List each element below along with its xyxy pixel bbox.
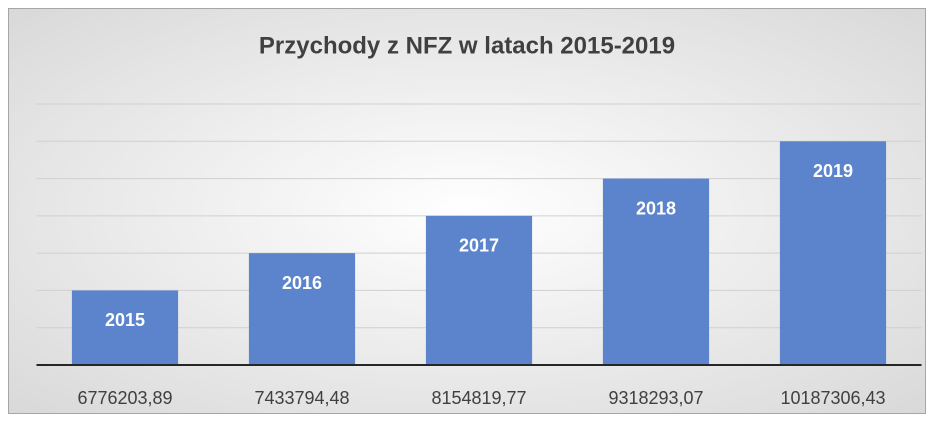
data-label: 2018	[636, 198, 676, 218]
chart-title: Przychody z NFZ w latach 2015-2019	[259, 32, 675, 59]
bar	[425, 215, 533, 365]
x-tick-label: 7433794,48	[254, 388, 349, 408]
bar	[602, 178, 710, 365]
bar	[779, 141, 887, 365]
data-label: 2019	[813, 161, 853, 181]
bar	[71, 290, 179, 365]
x-tick-label: 10187306,43	[780, 388, 885, 408]
x-tick-label: 9318293,07	[608, 388, 703, 408]
bar	[248, 253, 356, 365]
data-label: 2015	[105, 310, 145, 330]
x-tick-label: 8154819,77	[431, 388, 526, 408]
data-label: 2017	[459, 236, 499, 256]
x-tick-label: 6776203,89	[77, 388, 172, 408]
data-label: 2016	[282, 273, 322, 293]
